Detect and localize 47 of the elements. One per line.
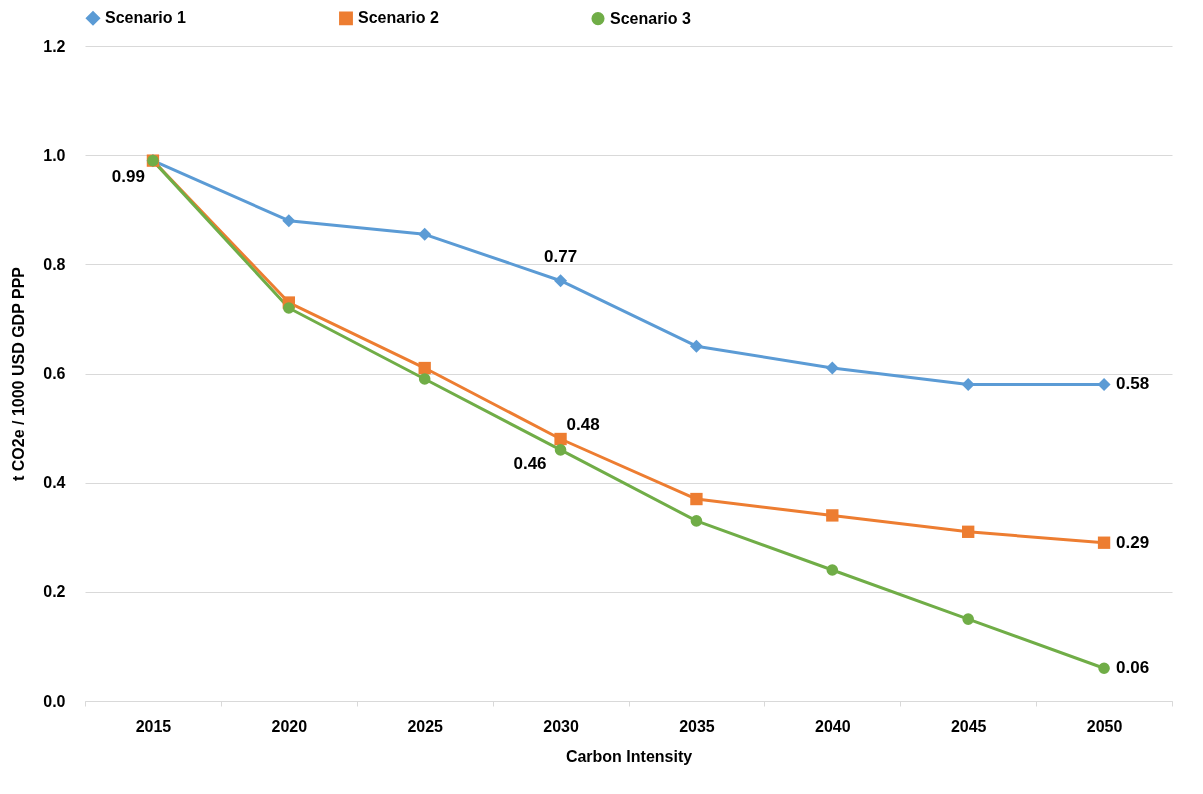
x-tick-label: 2015 — [135, 717, 172, 735]
point — [962, 525, 975, 538]
point — [418, 361, 431, 375]
data-label: 0.77 — [544, 246, 578, 266]
legend-label: Scenario 1 — [105, 9, 187, 27]
point — [1097, 377, 1111, 391]
point — [961, 377, 975, 391]
point — [418, 227, 432, 241]
point — [1098, 662, 1110, 675]
point — [689, 339, 703, 353]
point — [418, 373, 431, 385]
point — [825, 361, 839, 375]
y-tick-label: 0.4 — [43, 474, 66, 492]
y-tick-label: 0.0 — [43, 692, 66, 710]
point — [690, 492, 703, 506]
y-tick-label: 1.0 — [43, 146, 66, 164]
y-axis-title: t CO2e / 1000 USD GDP PPP — [10, 266, 28, 482]
data-label: 0.48 — [566, 415, 600, 434]
point — [826, 564, 839, 576]
x-tick-label: 2020 — [271, 717, 308, 735]
point — [962, 613, 974, 625]
data-label: 0.06 — [1116, 658, 1150, 678]
data-label: 0.46 — [513, 453, 547, 473]
point — [283, 302, 295, 314]
x-axis-title: Carbon Intensity — [565, 747, 693, 765]
y-tick-label: 1.2 — [43, 37, 66, 55]
data-label: 0.29 — [1116, 532, 1150, 552]
x-tick-label: 2040 — [815, 717, 851, 735]
data-label: 0.58 — [1116, 374, 1150, 394]
point — [554, 432, 567, 446]
y-tick-label: 0.6 — [43, 365, 66, 382]
x-tick-label: 2045 — [950, 717, 987, 735]
point — [554, 444, 567, 456]
point — [554, 274, 568, 288]
point — [690, 515, 703, 527]
x-tick-label: 2025 — [407, 717, 444, 735]
point — [282, 214, 296, 228]
point — [826, 509, 839, 522]
legend-label: Scenario 2 — [358, 9, 440, 27]
legend-label: Scenario 3 — [610, 9, 692, 27]
data-label: 0.99 — [111, 166, 145, 186]
y-tick-label: 0.2 — [43, 583, 66, 601]
x-tick-label: 2035 — [679, 717, 715, 735]
x-tick-label: 2030 — [543, 717, 579, 735]
point — [1097, 536, 1111, 549]
y-tick-label: 0.8 — [43, 255, 66, 273]
x-tick-label: 2050 — [1086, 717, 1123, 735]
